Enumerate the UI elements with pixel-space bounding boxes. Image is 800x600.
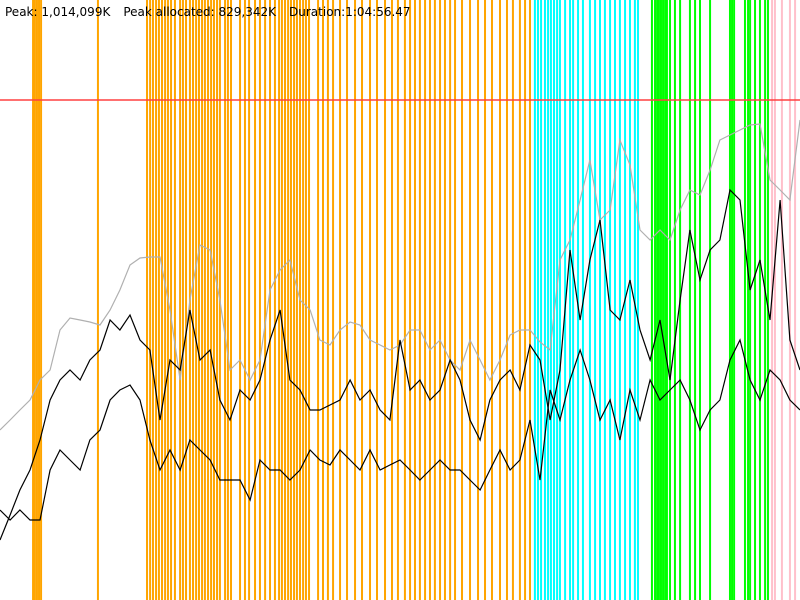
- peak-value: 1,014,099K: [41, 5, 111, 19]
- duration-label: Duration:: [289, 5, 346, 19]
- summary-header: Peak: 1,014,099K Peak allocated: 829,342K…: [5, 5, 411, 19]
- series-line-black2: [0, 338, 800, 521]
- peak-allocated-label: Peak allocated:: [123, 5, 215, 19]
- peak-allocated-value: 829,342K: [218, 5, 277, 19]
- series-line-gray: [0, 119, 800, 431]
- duration-value: 1:04:56.47: [345, 5, 411, 19]
- peak-label: Peak:: [5, 5, 38, 19]
- event-lines: [32, 0, 797, 600]
- series-lines: [0, 119, 800, 541]
- series-line-black1: [0, 188, 800, 541]
